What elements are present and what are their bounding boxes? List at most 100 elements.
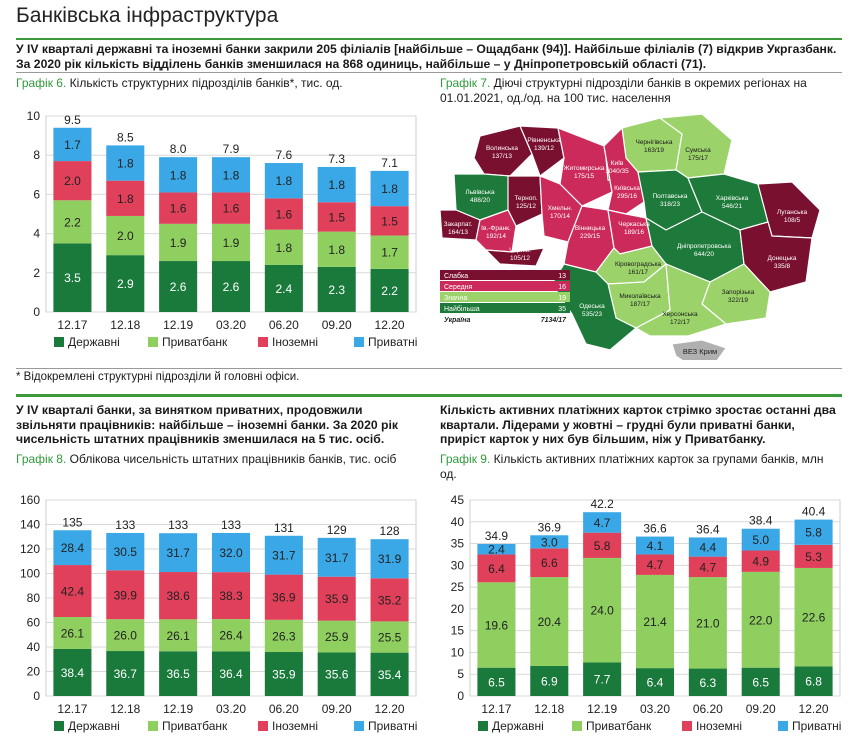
chart8-caption-text: Облікова чисельність штатних працівників… xyxy=(69,452,397,466)
data-label: 35.9 xyxy=(272,668,296,682)
region-name: Сумська xyxy=(685,147,711,154)
region-value: 229/15 xyxy=(580,233,600,240)
x-tick-label: 06.20 xyxy=(269,702,299,716)
total-label: 36.4 xyxy=(696,522,720,536)
total-label: 38.4 xyxy=(749,514,773,528)
total-label: 128 xyxy=(380,524,400,538)
data-label: 2.6 xyxy=(223,280,240,294)
bar-segment-privatbank xyxy=(317,620,356,653)
bar-segment-foreign xyxy=(211,192,251,224)
bar-segment-foreign xyxy=(477,554,516,583)
region-name: Львівська xyxy=(465,188,495,196)
legend-row-label: Слабка xyxy=(444,272,468,280)
bar-segment-private xyxy=(264,535,303,575)
bar-segment-private xyxy=(317,166,356,203)
y-tick-label: 6 xyxy=(33,187,40,201)
data-label: 4.7 xyxy=(594,516,611,530)
total-label: 7.9 xyxy=(223,142,240,156)
data-label: 2.2 xyxy=(64,215,81,229)
region-value: 295/16 xyxy=(617,193,637,200)
x-tick-label: 12.20 xyxy=(375,702,405,716)
data-label: 1.8 xyxy=(276,174,293,188)
bar-segment-state xyxy=(159,261,198,312)
bar-segment-state xyxy=(211,651,251,696)
region-name: Одеська xyxy=(579,303,605,310)
total-label: 133 xyxy=(168,518,188,532)
map-caption-number: Графік 7. xyxy=(440,76,491,90)
bar-segment-private xyxy=(106,532,145,571)
x-tick-label: 12.19 xyxy=(587,702,617,716)
region-name: Херсонська xyxy=(662,311,698,318)
data-label: 2.0 xyxy=(64,174,81,188)
data-label: 1.9 xyxy=(170,236,187,250)
x-tick-label: 12.19 xyxy=(163,318,193,332)
region-value: 187/17 xyxy=(630,301,650,308)
data-label: 36.9 xyxy=(272,591,296,605)
region-name: Волинська xyxy=(486,145,518,152)
bar-segment-state xyxy=(211,261,251,312)
bar-segment-foreign xyxy=(159,192,198,224)
legend-label-private: Приватні xyxy=(368,719,417,733)
region-name: Харківська xyxy=(716,194,749,202)
bar-segment-privatbank xyxy=(688,577,727,669)
bar-segment-privatbank xyxy=(370,621,409,653)
y-tick-label: 40 xyxy=(451,515,465,529)
bar-segment-private xyxy=(211,532,251,573)
data-label: 26.0 xyxy=(114,629,138,643)
bar-segment-state xyxy=(477,667,516,696)
total-label: 133 xyxy=(115,518,135,532)
legend-swatch-private xyxy=(354,337,364,347)
legend-swatch-privatbank xyxy=(148,337,158,347)
bar-segment-state xyxy=(530,665,569,696)
region-value: 322/19 xyxy=(728,297,748,304)
legend-label-state: Державні xyxy=(68,335,120,349)
bar-segment-foreign xyxy=(635,554,675,575)
bar-segment-privatbank xyxy=(477,582,516,668)
data-label: 6.5 xyxy=(752,675,769,689)
total-label: 36.9 xyxy=(538,520,562,534)
legend-row-label: Середня xyxy=(444,284,473,291)
bar-segment-state xyxy=(635,668,675,696)
data-label: 6.4 xyxy=(488,562,505,576)
region-name: Хмельн. xyxy=(548,205,573,212)
map-legend: Слабка 13 Середня 16 Значна 19 Найбільша 35 Укра… xyxy=(440,270,570,324)
data-label: 7.7 xyxy=(594,673,611,687)
bar-segment-foreign xyxy=(264,198,303,230)
y-tick-label: 8 xyxy=(33,148,40,162)
bar-segment-foreign xyxy=(106,570,145,620)
chart6-caption-text: Кількість структурних підрозділів банків… xyxy=(69,76,343,90)
data-label: 1.5 xyxy=(381,214,398,228)
y-tick-label: 80 xyxy=(27,591,41,605)
region-value: 105/12 xyxy=(510,255,530,262)
bar-segment-foreign xyxy=(53,565,92,617)
bar-segment-private xyxy=(688,537,727,557)
y-tick-label: 2 xyxy=(33,266,40,280)
bar-segment-state xyxy=(106,255,145,312)
legend-swatch-private xyxy=(354,721,364,731)
total-label: 42.2 xyxy=(590,497,614,511)
legend-swatch-state xyxy=(54,337,64,347)
data-label: 28.4 xyxy=(61,541,85,555)
bar-segment-foreign xyxy=(159,572,198,620)
region-value: 172/17 xyxy=(670,319,690,326)
bar-segment-private xyxy=(317,537,356,577)
region-value: 644/20 xyxy=(694,251,714,258)
x-tick-label: 12.17 xyxy=(57,702,87,716)
bar-segment-private xyxy=(794,519,833,545)
chart6-caption-number: Графік 6. xyxy=(16,76,67,90)
bar-segment-privatbank xyxy=(794,567,833,667)
x-tick-label: 03.20 xyxy=(216,702,246,716)
data-label: 2.4 xyxy=(276,282,293,296)
y-tick-label: 4 xyxy=(33,227,40,241)
bar-segment-foreign xyxy=(794,544,833,568)
x-tick-label: 12.20 xyxy=(375,318,405,332)
bar-segment-private xyxy=(264,163,303,199)
data-label: 39.9 xyxy=(114,588,138,602)
data-label: 26.1 xyxy=(166,629,190,643)
data-label: 5.3 xyxy=(805,550,822,564)
region-value: 137/13 xyxy=(492,153,512,160)
data-label: 31.7 xyxy=(166,546,190,560)
y-tick-label: 0 xyxy=(457,689,464,703)
legend-row-value: 16 xyxy=(558,284,566,291)
total-label: 7.3 xyxy=(328,152,345,166)
